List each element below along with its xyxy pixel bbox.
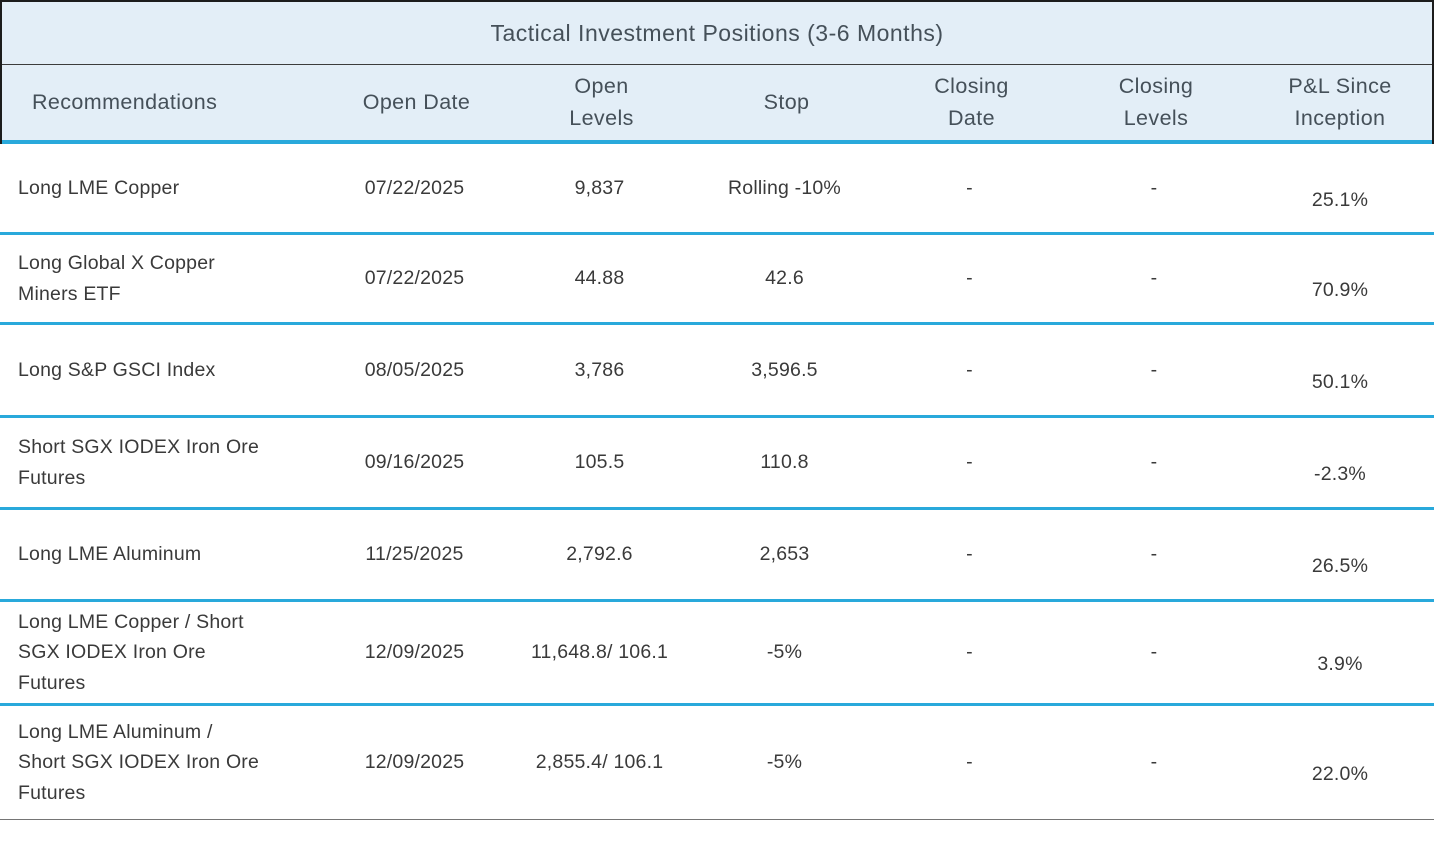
table-cell: 2,855.4/ 106.1 xyxy=(535,751,664,774)
table-cell: 07/22/2025 xyxy=(364,176,465,199)
header-cell: Recommendations xyxy=(32,89,218,114)
table-row: Long LME Aluminum / Short SGX IODEX Iron… xyxy=(0,706,1434,820)
table-cell: 50.1% xyxy=(1311,370,1369,393)
table-cell: -5% xyxy=(766,641,803,664)
table-cell: Long LME Copper / Short SGX IODEX Iron O… xyxy=(18,611,244,694)
table-cell: 3.9% xyxy=(1317,653,1363,676)
table-cell: - xyxy=(1150,641,1158,664)
table-cell: 25.1% xyxy=(1311,188,1369,211)
table-cell: - xyxy=(1150,751,1158,774)
table-cell: - xyxy=(966,451,973,474)
table-cell: 11/25/2025 xyxy=(365,543,464,566)
table-cell: - xyxy=(1150,358,1158,381)
table-cell: 12/09/2025 xyxy=(364,751,465,774)
table-cell: 2,653 xyxy=(759,543,810,566)
table-cell: - xyxy=(1150,267,1158,290)
table-cell: 26.5% xyxy=(1311,555,1369,578)
table-title: Tactical Investment Positions (3-6 Month… xyxy=(490,19,944,46)
table-row: Long LME Copper 07/22/2025 9,837 Rolling -1… xyxy=(0,144,1434,235)
table-cell: - xyxy=(966,641,973,664)
table-cell: 07/22/2025 xyxy=(364,267,465,290)
table-cell: Rolling -10% xyxy=(728,176,841,199)
table-cell: -5% xyxy=(766,751,803,774)
table-cell: 2,792.6 xyxy=(566,543,633,566)
table-cell: -2.3% xyxy=(1314,463,1366,486)
header-cell: Open Levels xyxy=(569,73,634,130)
table-cell: 110.8 xyxy=(760,451,809,474)
table-cell: 09/16/2025 xyxy=(364,451,465,474)
table-cell: Long Global X Copper Miners ETF xyxy=(18,252,215,305)
table-row: Short SGX IODEX Iron Ore Futures 09/16/20… xyxy=(0,418,1434,510)
table-row: Long S&P GSCI Index 08/05/2025 3,786 3,596.… xyxy=(0,325,1434,418)
table-row: Long Global X Copper Miners ETF 07/22/202… xyxy=(0,235,1434,325)
table-row: Long LME Copper / Short SGX IODEX Iron O… xyxy=(0,602,1434,706)
table-title-bar: Tactical Investment Positions (3-6 Month… xyxy=(2,2,1432,65)
header-cell: P&L Since Inception xyxy=(1288,73,1392,130)
table-cell: Short SGX IODEX Iron Ore Futures xyxy=(18,436,260,489)
table-cell: 3,786 xyxy=(574,358,625,381)
table-cell: 12/09/2025 xyxy=(364,641,465,664)
table-cell: 70.9% xyxy=(1311,279,1369,302)
table-cell: Long LME Aluminum xyxy=(18,543,202,566)
table-cell: 3,596.5 xyxy=(751,358,818,381)
table-cell: Long S&P GSCI Index xyxy=(18,358,216,381)
table-cell: - xyxy=(966,751,973,774)
table-cell: - xyxy=(1150,176,1158,199)
table-body: Long LME Copper 07/22/2025 9,837 Rolling -1… xyxy=(0,144,1434,820)
header-cell: Stop xyxy=(763,89,810,114)
table-cell: Long LME Aluminum / Short SGX IODEX Iron… xyxy=(18,721,260,804)
table-cell: Long LME Copper xyxy=(18,176,180,199)
table-row: Long LME Aluminum 11/25/2025 2,792.6 2,653 -… xyxy=(0,510,1434,602)
table-cell: 42.6 xyxy=(765,267,804,290)
table-cell: 105.5 xyxy=(574,451,625,474)
table-cell: 22.0% xyxy=(1311,763,1369,786)
table-cell: - xyxy=(1150,543,1158,566)
table-header-row: Recommendations Open Date Open Levels Stop C… xyxy=(2,65,1432,144)
table-cell: - xyxy=(966,267,973,290)
header-cell: Closing Levels xyxy=(1118,73,1194,130)
table-cell: 11,648.8/ 106.1 xyxy=(530,641,669,664)
table-cell: - xyxy=(966,176,973,199)
header-cell: Closing Date xyxy=(934,73,1009,130)
header-cell: Open Date xyxy=(362,89,471,114)
table-head: Tactical Investment Positions (3-6 Month… xyxy=(0,0,1434,144)
table-cell: 44.88 xyxy=(574,267,625,290)
table-cell: 08/05/2025 xyxy=(364,358,465,381)
table-cell: - xyxy=(966,358,973,381)
table-cell: 9,837 xyxy=(574,176,625,199)
table-cell: - xyxy=(1150,451,1158,474)
table-cell: - xyxy=(966,543,973,566)
